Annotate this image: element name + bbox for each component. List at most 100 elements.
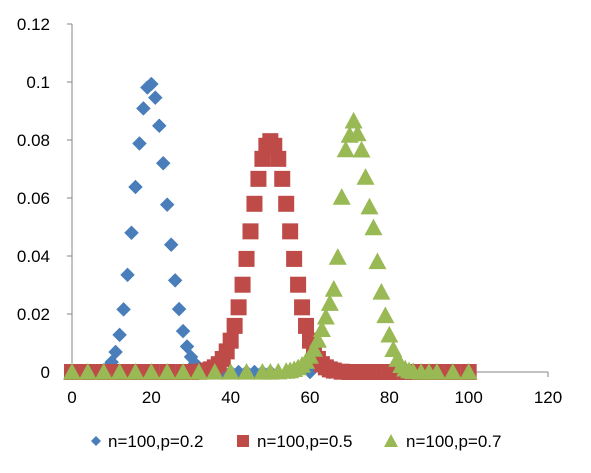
legend-item: n=100,p=0.5 [237, 432, 352, 451]
data-point [108, 344, 123, 360]
legend-label: n=100,p=0.5 [257, 432, 352, 451]
data-point [368, 252, 387, 270]
data-point [384, 340, 403, 358]
data-point [290, 276, 307, 293]
data-point [234, 276, 251, 293]
data-point [349, 364, 366, 380]
data-point [278, 195, 295, 212]
data-point [142, 363, 161, 380]
data-point [171, 301, 187, 317]
data-point [124, 225, 139, 241]
data-point [242, 223, 259, 240]
data-point [143, 76, 159, 92]
data-point [324, 280, 343, 297]
x-tick-label: 100 [454, 388, 482, 407]
legend-label: n=100,p=0.7 [406, 432, 501, 451]
x-tick-label: 20 [142, 388, 161, 407]
data-point [175, 323, 191, 339]
x-tick-label: 0 [67, 388, 76, 407]
data-point [380, 325, 399, 343]
data-point [222, 332, 239, 349]
y-tick-label: 0.08 [17, 131, 50, 150]
y-tick-label: 0 [41, 363, 50, 382]
data-point [254, 150, 271, 167]
data-point [282, 223, 299, 240]
data-point [320, 294, 339, 311]
data-point [274, 170, 291, 187]
data-point [348, 124, 367, 142]
data-point [459, 363, 478, 380]
legend-marker [384, 434, 398, 447]
series-3 [63, 111, 478, 380]
data-point [112, 327, 127, 343]
data-point [427, 363, 446, 380]
data-point [316, 307, 335, 325]
data-point [304, 340, 323, 357]
data-point [159, 197, 175, 213]
y-tick-label: 0.12 [17, 15, 50, 34]
data-point [158, 363, 177, 380]
data-point [443, 363, 462, 380]
x-tick-label: 80 [380, 388, 399, 407]
data-point [376, 306, 395, 324]
data-point [298, 317, 315, 334]
x-tick-label: 60 [301, 388, 320, 407]
data-point [270, 150, 287, 167]
y-tick-label: 0.06 [17, 189, 50, 208]
data-point [63, 363, 81, 380]
data-point [250, 170, 267, 187]
data-point [332, 188, 351, 205]
x-tick-label: 120 [534, 388, 562, 407]
data-point [246, 195, 263, 212]
data-point [237, 363, 256, 380]
data-point [266, 137, 283, 154]
data-point [286, 250, 303, 267]
series-2 [64, 133, 477, 380]
legend-marker [237, 435, 249, 447]
y-tick-label: 0.04 [17, 247, 50, 266]
data-point [163, 237, 179, 253]
data-point [132, 136, 147, 151]
data-point [312, 320, 331, 338]
data-point [308, 331, 327, 348]
data-point [336, 140, 355, 158]
data-point [356, 168, 375, 185]
data-point [381, 364, 398, 380]
legend-item: n=100,p=0.7 [384, 432, 501, 451]
data-point [94, 363, 113, 380]
data-point [205, 363, 224, 380]
data-point [344, 111, 363, 129]
data-point [78, 363, 97, 380]
data-point [120, 267, 135, 283]
data-point [110, 363, 129, 380]
y-tick-label: 0.02 [17, 305, 50, 324]
data-point [328, 248, 347, 265]
data-point [136, 101, 151, 116]
legend-item: n=100,p=0.2 [91, 432, 203, 451]
data-point [179, 339, 195, 354]
data-point [155, 155, 171, 171]
data-point [352, 140, 371, 158]
data-point [147, 90, 163, 106]
x-tick-label: 40 [221, 388, 240, 407]
data-point [238, 250, 255, 267]
data-point [189, 363, 208, 380]
data-point [360, 197, 379, 215]
data-point [126, 363, 145, 380]
y-tick-label: 0.1 [26, 73, 50, 92]
data-point [230, 299, 247, 316]
data-point [128, 179, 143, 195]
data-point [174, 363, 193, 380]
data-point [294, 299, 311, 316]
data-point [116, 302, 131, 317]
data-point [364, 218, 383, 236]
data-point [226, 317, 243, 334]
data-point [365, 364, 382, 380]
data-point [372, 282, 391, 300]
series-1 [64, 76, 477, 380]
data-point [167, 273, 183, 288]
data-point [151, 118, 167, 134]
legend-marker [91, 436, 101, 446]
